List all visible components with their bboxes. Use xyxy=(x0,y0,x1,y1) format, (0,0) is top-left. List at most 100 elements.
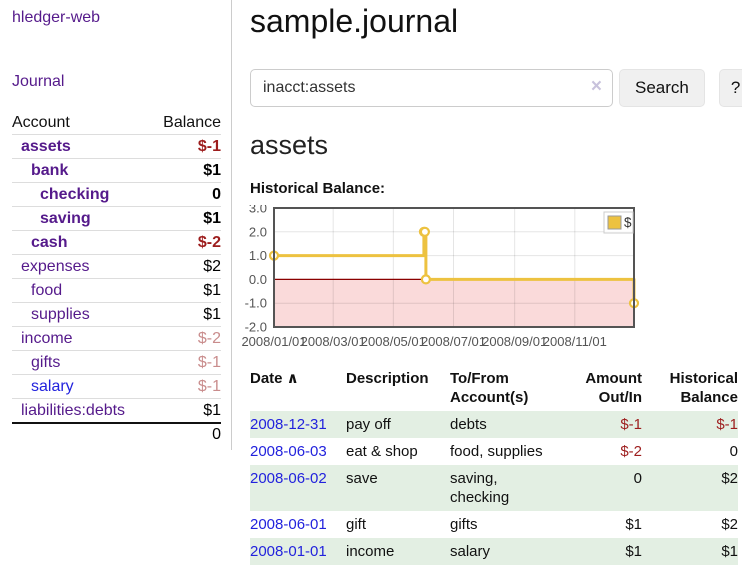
account-row: liabilities:debts $1 xyxy=(12,398,221,422)
register-cell-date[interactable]: 2008-12-31 xyxy=(250,411,346,438)
register-cell-description: save xyxy=(346,470,378,487)
account-row: bank $1 xyxy=(12,158,221,182)
chart-title: Historical Balance: xyxy=(250,180,386,197)
account-row: assets $-1 xyxy=(12,134,221,158)
brand-link[interactable]: hledger-web xyxy=(12,9,101,26)
register-col-historical: Historical Balance xyxy=(669,370,738,406)
account-row: salary $-1 xyxy=(12,374,221,398)
search-form: × Search ? xyxy=(250,69,742,107)
clear-search-icon[interactable]: × xyxy=(590,76,602,97)
register-cell-accounts: salary xyxy=(450,543,491,560)
accounts-rows: assets $-1 bank $1 checking 0 saving $1 cash $-2 e… xyxy=(12,134,221,422)
chart-data-point xyxy=(420,274,431,285)
register-col-to-from: To/From Account(s) xyxy=(450,370,529,406)
account-balance: 0 xyxy=(212,185,221,203)
account-balance: $1 xyxy=(203,401,221,419)
register-cell-amount: $-1 xyxy=(620,416,642,433)
historical-balance-chart[interactable]: $3.0 2.0 1.0 0.0 -1.0 -2.02008/01/012008/03/0… xyxy=(240,205,700,355)
account-balance: $-1 xyxy=(197,353,221,371)
account-balance: $2 xyxy=(203,257,221,275)
register-cell-amount: $-2 xyxy=(620,443,642,460)
chart-x-tick-label: 2008/11/01 xyxy=(543,334,607,349)
register-row: 2008-06-03 eat & shop food, supplies $-2 0 xyxy=(250,438,738,465)
register-cell-accounts: debts xyxy=(450,416,487,433)
account-balance: $-1 xyxy=(197,137,221,155)
chart-x-tick-label: 2008/09/01 xyxy=(482,334,547,349)
register-row: 2008-06-01 gift gifts $1 $2 xyxy=(250,511,738,538)
chart-y-tick-label: 2.0 xyxy=(249,224,267,239)
account-balance: $1 xyxy=(203,281,221,299)
chart-y-tick-label: 1.0 xyxy=(249,248,267,263)
chart-data-point xyxy=(419,226,431,237)
register-cell-balance: $1 xyxy=(721,543,738,560)
accounts-total-value: 0 xyxy=(212,426,221,443)
register-col-date[interactable]: Date ∧ xyxy=(250,370,299,387)
register-header-row: Date ∧ Description To/From Account(s) Amoun… xyxy=(250,367,738,411)
account-balance: $1 xyxy=(203,161,221,179)
account-link-gifts[interactable]: gifts xyxy=(31,353,61,371)
register-cell-amount: $1 xyxy=(625,516,642,533)
account-row: saving $1 xyxy=(12,206,221,230)
account-link-assets[interactable]: assets xyxy=(21,137,71,155)
accounts-col-account: Account xyxy=(12,114,70,131)
account-link-liabilities-debts[interactable]: liabilities:debts xyxy=(21,401,126,419)
register-cell-date[interactable]: 2008-06-02 xyxy=(250,465,346,511)
account-link-saving[interactable]: saving xyxy=(40,209,91,227)
register-cell-description: pay off xyxy=(346,416,391,433)
account-link-salary[interactable]: salary xyxy=(31,377,74,395)
account-link-cash[interactable]: cash xyxy=(31,233,68,251)
register-cell-date[interactable]: 2008-06-03 xyxy=(250,438,346,465)
account-row: income $-2 xyxy=(12,326,221,350)
account-link-checking[interactable]: checking xyxy=(40,185,110,203)
chart-x-tick-label: 2008/01/01 xyxy=(241,334,306,349)
accounts-col-balance: Balance xyxy=(163,114,221,131)
register-date-link[interactable]: 2008-01-01 xyxy=(250,543,327,560)
chart-y-tick-label: -1.0 xyxy=(245,296,267,311)
register-date-link[interactable]: 2008-06-02 xyxy=(250,470,327,487)
register-cell-balance: $2 xyxy=(721,470,738,487)
register-cell-accounts: saving, checking xyxy=(450,470,510,506)
register-cell-amount: $1 xyxy=(625,543,642,560)
register-cell-balance: $2 xyxy=(721,516,738,533)
account-balance: $-2 xyxy=(197,329,221,347)
chart-negative-region xyxy=(274,279,634,327)
chart-legend-swatch xyxy=(607,215,622,230)
chart-legend-label: $ xyxy=(624,215,632,230)
register-date-link[interactable]: 2008-06-03 xyxy=(250,443,327,460)
account-link-food[interactable]: food xyxy=(31,281,63,299)
account-row: gifts $-1 xyxy=(12,350,221,374)
register-row: 2008-06-02 save saving, checking 0 $2 xyxy=(250,465,738,511)
search-button[interactable]: Search xyxy=(619,69,705,107)
register-row: 2008-01-01 income salary $1 $1 xyxy=(250,538,738,565)
register-cell-description: gift xyxy=(346,516,367,533)
chart-x-tick-label: 2008/03/01 xyxy=(301,334,366,349)
account-balance: $-2 xyxy=(197,233,221,251)
chart-border xyxy=(273,207,635,328)
account-balance: $1 xyxy=(203,305,221,323)
page: hledger-web Journal Account Balance asse… xyxy=(0,0,742,565)
nav-journal-link[interactable]: Journal xyxy=(12,73,65,90)
main-content: sample.journal × Search ? assets Histori… xyxy=(232,0,742,565)
search-input[interactable] xyxy=(250,69,613,107)
accounts-table-header: Account Balance xyxy=(12,112,221,134)
register-col-amount: Amount Out/In xyxy=(585,370,642,406)
accounts-table: Account Balance assets $-1 bank $1 checking 0… xyxy=(12,112,221,446)
account-link-bank[interactable]: bank xyxy=(31,161,69,179)
register-cell-accounts: food, supplies xyxy=(450,443,543,460)
register-date-link[interactable]: 2008-12-31 xyxy=(250,416,327,433)
account-link-supplies[interactable]: supplies xyxy=(31,305,90,323)
account-link-income[interactable]: income xyxy=(21,329,73,347)
register-cell-description: eat & shop xyxy=(346,443,418,460)
sort-ascending-icon[interactable]: ∧ xyxy=(282,370,299,387)
register-date-link[interactable]: 2008-06-01 xyxy=(250,516,327,533)
help-button[interactable]: ? xyxy=(718,69,742,107)
account-link-expenses[interactable]: expenses xyxy=(21,257,90,275)
account-row: checking 0 xyxy=(12,182,221,206)
register-cell-accounts: gifts xyxy=(450,516,478,533)
sidebar: hledger-web Journal Account Balance asse… xyxy=(0,0,232,450)
register-cell-date[interactable]: 2008-06-01 xyxy=(250,511,346,538)
register-cell-date[interactable]: 2008-01-01 xyxy=(250,538,346,565)
register-row: 2008-12-31 pay off debts $-1 $-1 xyxy=(250,411,738,438)
register-cell-amount: 0 xyxy=(633,470,642,487)
register-cell-balance: 0 xyxy=(729,443,738,460)
